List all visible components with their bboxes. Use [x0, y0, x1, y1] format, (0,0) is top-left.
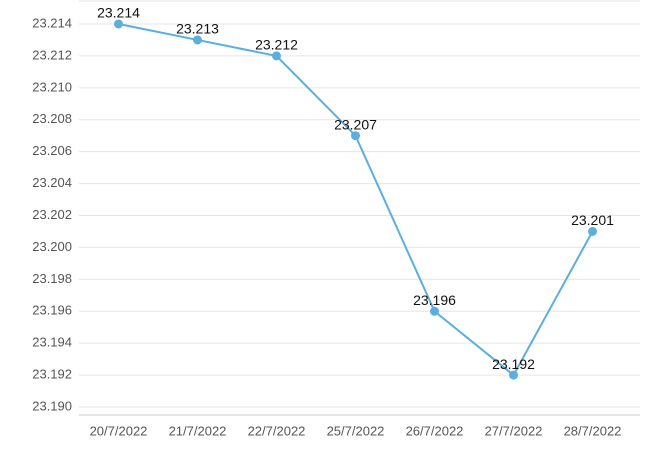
- point: [193, 35, 202, 45]
- x-tick-label: 20/7/2022: [90, 423, 148, 438]
- x-tick-label: 28/7/2022: [564, 423, 622, 438]
- point: [430, 306, 439, 316]
- y-tick-label: 23.210: [32, 79, 72, 94]
- y-tick-label: 23.204: [32, 175, 72, 190]
- y-tick-label: 23.212: [32, 47, 72, 62]
- point: [114, 19, 123, 29]
- value-label: 23.212: [255, 37, 298, 53]
- y-tick-label: 23.206: [32, 143, 72, 158]
- y-tick-label: 23.192: [32, 367, 72, 382]
- point: [509, 370, 518, 380]
- value-label: 23.196: [413, 292, 456, 308]
- x-tick-label: 21/7/2022: [169, 423, 227, 438]
- y-tick-label: 23.208: [32, 111, 72, 126]
- value-label: 23.213: [176, 21, 219, 37]
- y-tick-label: 23.214: [32, 15, 72, 30]
- x-tick-label: 26/7/2022: [406, 423, 464, 438]
- line: [118, 22, 594, 377]
- point: [351, 131, 360, 141]
- value-label: 23.207: [334, 116, 377, 132]
- y-tick-label: 23.196: [32, 303, 72, 318]
- value-label: 23.192: [492, 356, 535, 372]
- value-label: 23.214: [97, 5, 140, 21]
- point: [588, 226, 597, 236]
- y-tick-label: 23.200: [32, 239, 72, 254]
- x-tick-label: 22/7/2022: [248, 423, 306, 438]
- point: [272, 51, 281, 61]
- y-tick-label: 23.190: [32, 398, 72, 413]
- x-tick-label: 25/7/2022: [327, 423, 385, 438]
- y-tick-label: 23.194: [32, 335, 72, 350]
- y-tick-label: 23.198: [32, 271, 72, 286]
- x-tick-label: 27/7/2022: [485, 423, 543, 438]
- y-tick-label: 23.202: [32, 207, 72, 222]
- value-label: 23.201: [571, 212, 614, 228]
